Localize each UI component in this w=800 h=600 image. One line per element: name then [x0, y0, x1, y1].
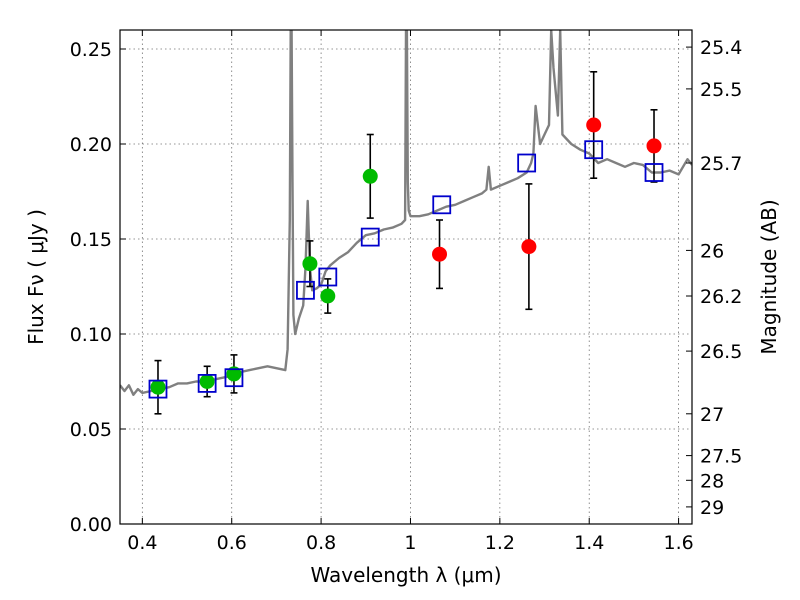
data-point	[521, 239, 537, 255]
magnitude-tick-label: 26.5	[700, 341, 742, 363]
axes: 0.4 0.6 0.8 1 1.2 1.4 1.6 0.00 0.05 0.10 0.15 0.20 0…	[70, 30, 742, 554]
x-tick-label: 1.4	[574, 532, 604, 554]
magnitude-tick-label: 26	[700, 240, 724, 262]
model-photometry-square	[517, 153, 537, 173]
plot-frame	[119, 29, 693, 525]
model-photometry-square	[432, 195, 452, 215]
data-point	[646, 138, 662, 154]
x-tick-label: 1	[404, 532, 416, 554]
data-point	[320, 288, 336, 304]
magnitude-tick-label: 28	[700, 470, 724, 492]
plot-area	[120, 30, 692, 415]
magnitude-tick-label: 25.5	[700, 79, 742, 101]
magnitude-tick-label: 27	[700, 404, 724, 426]
data-point	[302, 256, 318, 272]
data-point	[199, 374, 215, 389]
x-tick-label: 1.6	[663, 532, 693, 554]
model-photometry-square	[360, 227, 380, 247]
magnitude-tick-label: 29	[700, 497, 724, 519]
y-tick-label: 0.05	[70, 419, 112, 441]
model-photometry-square	[148, 379, 168, 399]
model-spectrum-line	[120, 30, 692, 396]
y-tick-label: 0.15	[70, 229, 112, 251]
magnitude-tick-label: 27.5	[700, 446, 742, 468]
y-tick-label: 0.20	[70, 134, 112, 156]
x-tick-label: 0.6	[217, 532, 247, 554]
x-tick-label: 0.4	[127, 532, 157, 554]
magnitude-tick-label: 26.2	[700, 286, 742, 308]
model-photometry-square	[197, 373, 217, 393]
data-point	[362, 168, 378, 184]
secondary-y-axis-label: Magnitude (AB)	[757, 199, 781, 354]
data-point	[586, 117, 602, 133]
y-tick-label: 0.25	[70, 39, 112, 61]
magnitude-tick-label: 25.7	[700, 153, 742, 175]
data-point	[432, 246, 448, 262]
model-photometry-square	[224, 368, 244, 388]
x-tick-label: 0.8	[306, 532, 336, 554]
model-photometry-square	[318, 267, 338, 287]
data-point	[150, 379, 166, 395]
data-point	[226, 366, 242, 382]
y-tick-label: 0.00	[70, 514, 112, 536]
model-photometry-square	[584, 140, 604, 160]
model-photometry-square	[644, 163, 664, 182]
magnitude-tick-label: 25.4	[700, 37, 742, 59]
y-axis-label: Flux Fν ( μJy )	[24, 209, 48, 345]
x-axis-label: Wavelength λ (μm)	[310, 563, 501, 587]
x-tick-label: 1.2	[485, 532, 515, 554]
model-photometry-square	[296, 280, 315, 300]
y-tick-label: 0.10	[70, 324, 112, 346]
